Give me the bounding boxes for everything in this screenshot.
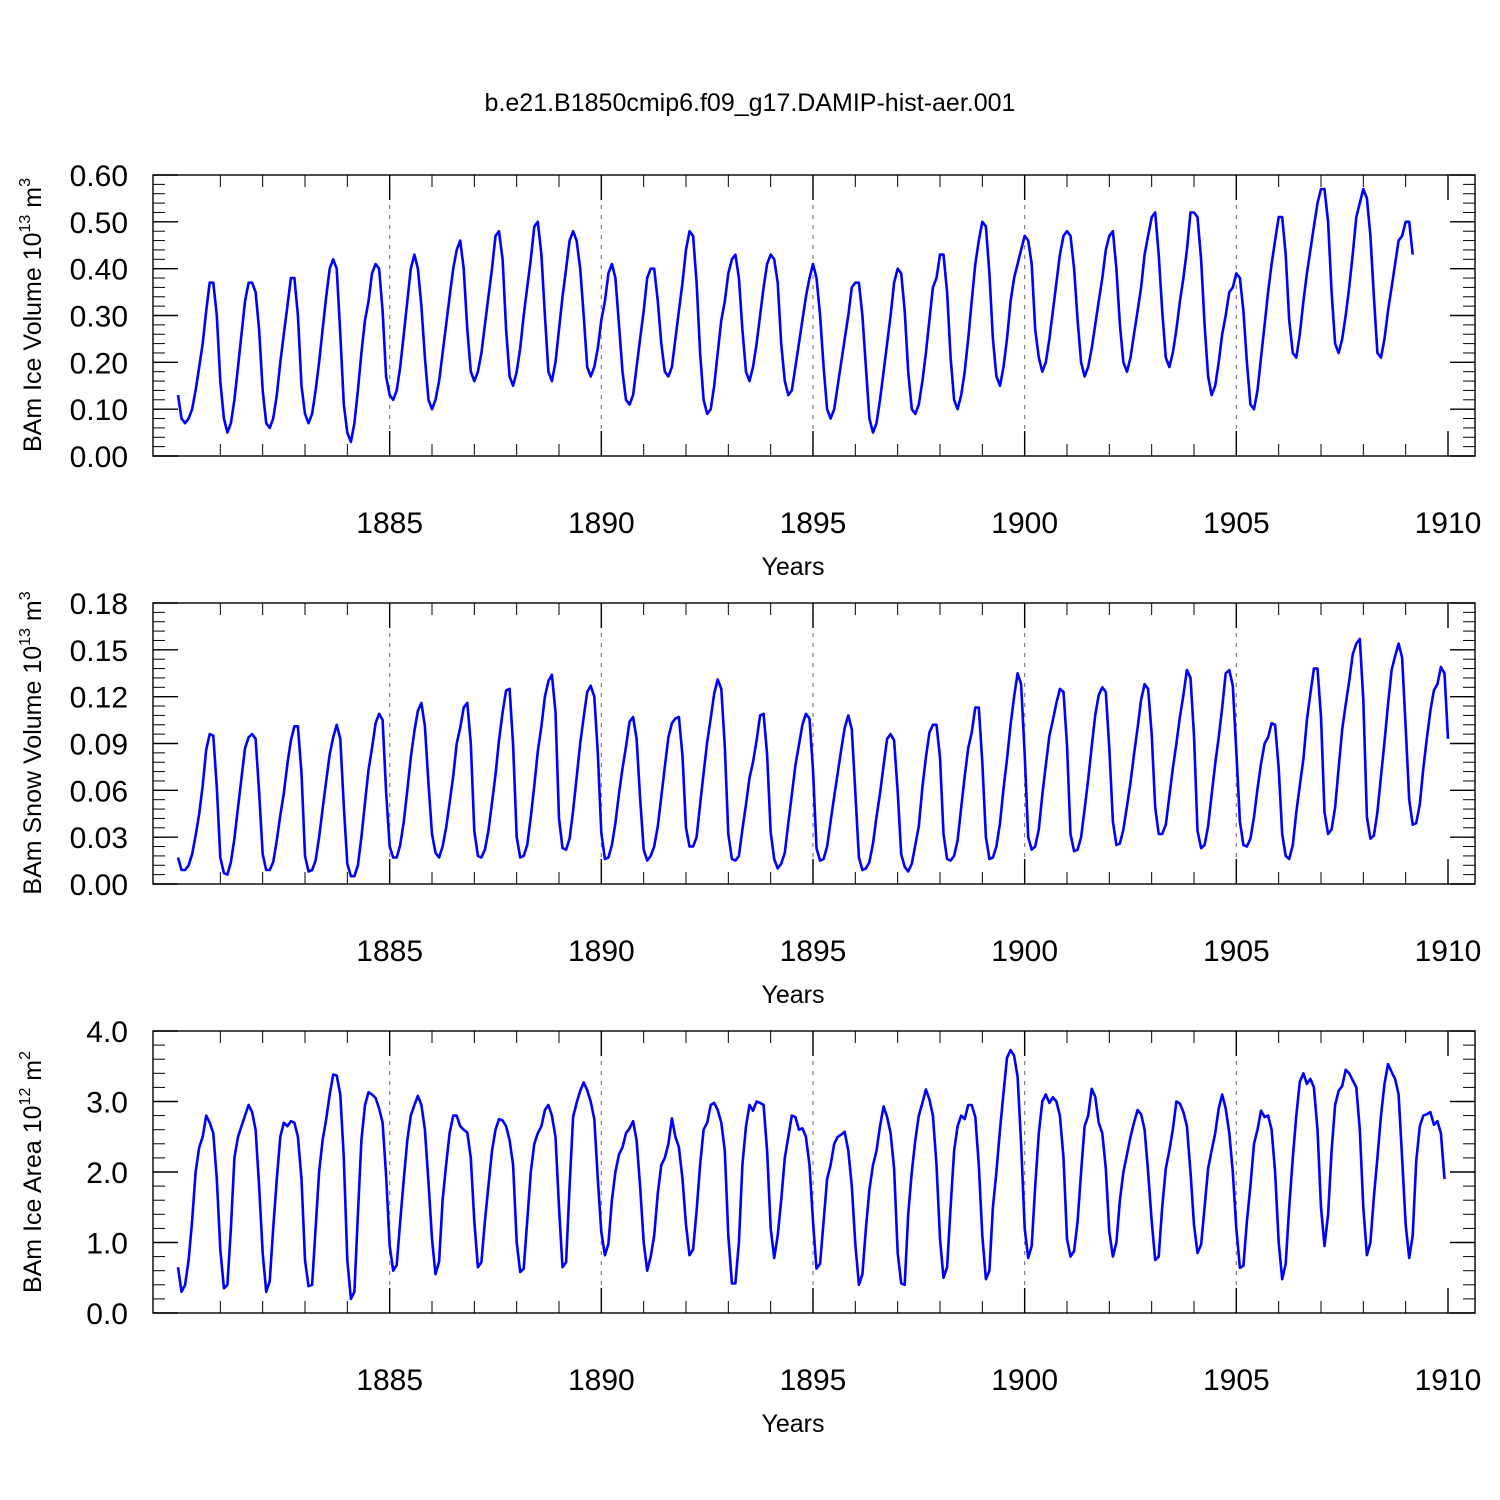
x-tick-label: 1910 [1415, 1364, 1482, 1397]
x-axis-label: Years [761, 1410, 824, 1438]
y-tick-label: 0.60 [70, 160, 128, 193]
series-line [176, 1048, 1446, 1301]
y-tick-label: 0.15 [70, 635, 128, 668]
y-tick-label: 0.50 [70, 207, 128, 240]
y-tick-label: 0.00 [70, 441, 128, 474]
y-tick-label: 0.09 [70, 729, 128, 762]
x-tick-label: 1890 [568, 935, 635, 968]
y-tick-label: 0.0 [86, 1298, 128, 1331]
x-tick-label: 1895 [780, 507, 847, 540]
x-tick-label: 1910 [1415, 507, 1482, 540]
panel-ice-volume: 0.00 0.10 0.20 0.30 0.40 0.50 0.60 1885 1890 1895… [17, 160, 1481, 581]
panel-ice-area: 0.0 1.0 2.0 3.0 4.0 1885 1890 1895 1900 1905 1910 Y… [17, 1016, 1481, 1438]
x-tick-label: 1900 [991, 935, 1058, 968]
x-tick-label: 1885 [356, 507, 423, 540]
x-tick-label: 1905 [1203, 1364, 1270, 1397]
series-line [176, 187, 1414, 444]
x-tick-label: 1900 [991, 507, 1058, 540]
y-axis-label: BAm Ice Area 1012 m2 [17, 1051, 47, 1293]
y-tick-label: 1.0 [86, 1228, 128, 1261]
y-tick-label: 0.00 [70, 869, 128, 902]
y-tick-label: 0.10 [70, 394, 128, 427]
y-tick-label: 0.18 [70, 588, 128, 621]
y-tick-label: 0.30 [70, 301, 128, 334]
x-tick-label: 1885 [356, 1364, 423, 1397]
x-tick-label: 1895 [780, 935, 847, 968]
x-tick-label: 1890 [568, 507, 635, 540]
x-tick-label: 1905 [1203, 507, 1270, 540]
plot-frame [152, 1030, 1476, 1314]
y-tick-label: 2.0 [86, 1157, 128, 1190]
x-tick-label: 1900 [991, 1364, 1058, 1397]
x-axis-label: Years [761, 553, 824, 581]
x-tick-label: 1905 [1203, 935, 1270, 968]
y-axis-label: BAm Ice Volume 1013 m3 [17, 178, 47, 452]
x-tick-label: 1910 [1415, 935, 1482, 968]
x-axis-label: Years [761, 981, 824, 1009]
y-tick-label: 0.03 [70, 822, 128, 855]
y-tick-label: 0.20 [70, 347, 128, 380]
x-tick-label: 1895 [780, 1364, 847, 1397]
y-axis-label: BAm Snow Volume 1013 m3 [17, 591, 47, 894]
plot-frame [152, 174, 1476, 457]
y-tick-label: 0.12 [70, 682, 128, 715]
y-tick-label: 0.40 [70, 254, 128, 287]
series-line [176, 637, 1450, 878]
x-tick-label: 1885 [356, 935, 423, 968]
chart-title: b.e21.B1850cmip6.f09_g17.DAMIP-hist-aer.… [485, 89, 1016, 117]
y-tick-label: 3.0 [86, 1087, 128, 1120]
panel-snow-volume: 0.00 0.03 0.06 0.09 0.12 0.15 0.18 1885 1890 1895… [17, 588, 1481, 1009]
x-tick-label: 1890 [568, 1364, 635, 1397]
y-tick-label: 0.06 [70, 775, 128, 808]
y-tick-label: 4.0 [86, 1016, 128, 1049]
